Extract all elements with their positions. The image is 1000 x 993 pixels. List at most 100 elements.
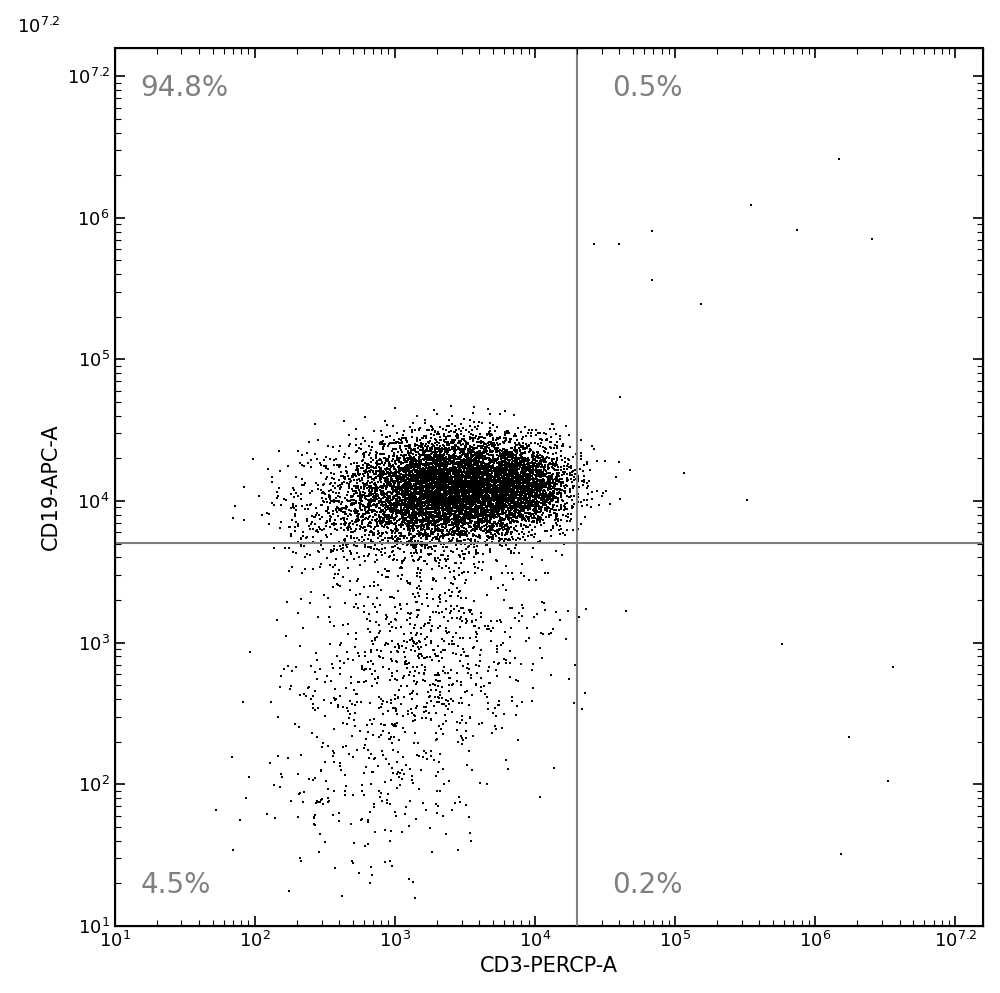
Point [422, 494, 438, 509]
Point [518, 508, 534, 524]
Point [397, 462, 413, 478]
Point [489, 643, 505, 659]
Point [452, 477, 468, 493]
Point [495, 515, 511, 531]
Point [504, 483, 520, 498]
Point [430, 459, 446, 475]
Point [466, 484, 482, 499]
Point [455, 640, 471, 656]
Point [468, 453, 484, 469]
Point [497, 496, 513, 512]
Point [528, 506, 544, 522]
Point [475, 493, 491, 508]
Point [497, 496, 513, 511]
Point [440, 445, 456, 461]
Point [415, 479, 431, 495]
Point [373, 468, 389, 484]
Point [456, 520, 472, 536]
Point [405, 537, 421, 553]
Point [432, 534, 448, 550]
Point [459, 474, 475, 490]
Point [551, 472, 567, 488]
Point [460, 467, 476, 483]
Point [332, 758, 348, 774]
Point [447, 445, 463, 461]
Point [457, 485, 473, 500]
Point [527, 487, 543, 502]
Point [567, 466, 583, 482]
Point [448, 469, 464, 485]
Point [421, 496, 437, 512]
Point [454, 471, 470, 487]
Point [469, 472, 485, 488]
Point [461, 661, 477, 677]
Point [505, 471, 521, 487]
Point [530, 459, 546, 475]
Point [398, 515, 414, 531]
Point [453, 471, 469, 487]
Point [473, 483, 489, 498]
Point [457, 494, 473, 509]
Point [445, 506, 461, 522]
Point [506, 458, 522, 474]
Point [415, 467, 431, 483]
Point [413, 489, 429, 504]
Point [435, 479, 451, 495]
Point [469, 507, 485, 523]
Point [457, 481, 473, 496]
Point [504, 491, 520, 506]
Point [497, 462, 513, 478]
Point [498, 558, 514, 574]
Point [346, 495, 362, 510]
Point [514, 475, 530, 491]
Point [391, 486, 407, 501]
Point [502, 484, 518, 499]
Point [473, 505, 489, 521]
Point [415, 430, 431, 446]
Point [427, 480, 443, 496]
Point [387, 687, 403, 703]
Point [470, 438, 486, 454]
Point [427, 503, 443, 519]
Point [478, 484, 494, 499]
Point [428, 504, 444, 520]
Point [423, 479, 439, 495]
Point [458, 468, 474, 484]
Point [345, 749, 361, 765]
Point [363, 485, 379, 500]
Point [520, 519, 536, 535]
Point [513, 464, 529, 480]
Point [431, 473, 447, 489]
Point [434, 495, 450, 510]
Point [480, 471, 496, 487]
Point [463, 479, 479, 495]
Point [530, 490, 546, 505]
Point [419, 506, 435, 522]
Point [447, 418, 463, 434]
Point [385, 466, 401, 482]
Point [390, 531, 406, 547]
Point [372, 500, 388, 516]
Point [477, 471, 493, 487]
Point [390, 522, 406, 538]
Point [333, 480, 349, 496]
Point [356, 481, 372, 496]
Point [416, 491, 432, 506]
Point [438, 475, 454, 491]
Point [442, 493, 458, 508]
Point [466, 477, 482, 493]
Point [570, 521, 586, 537]
Point [492, 479, 508, 495]
Point [441, 471, 457, 487]
Point [468, 473, 484, 489]
Point [400, 505, 416, 521]
Point [425, 642, 441, 658]
Point [494, 450, 510, 466]
Point [416, 665, 432, 681]
Point [431, 464, 447, 480]
Point [482, 468, 498, 484]
Point [439, 509, 455, 525]
Point [492, 499, 508, 515]
Point [458, 471, 474, 487]
Point [436, 501, 452, 517]
